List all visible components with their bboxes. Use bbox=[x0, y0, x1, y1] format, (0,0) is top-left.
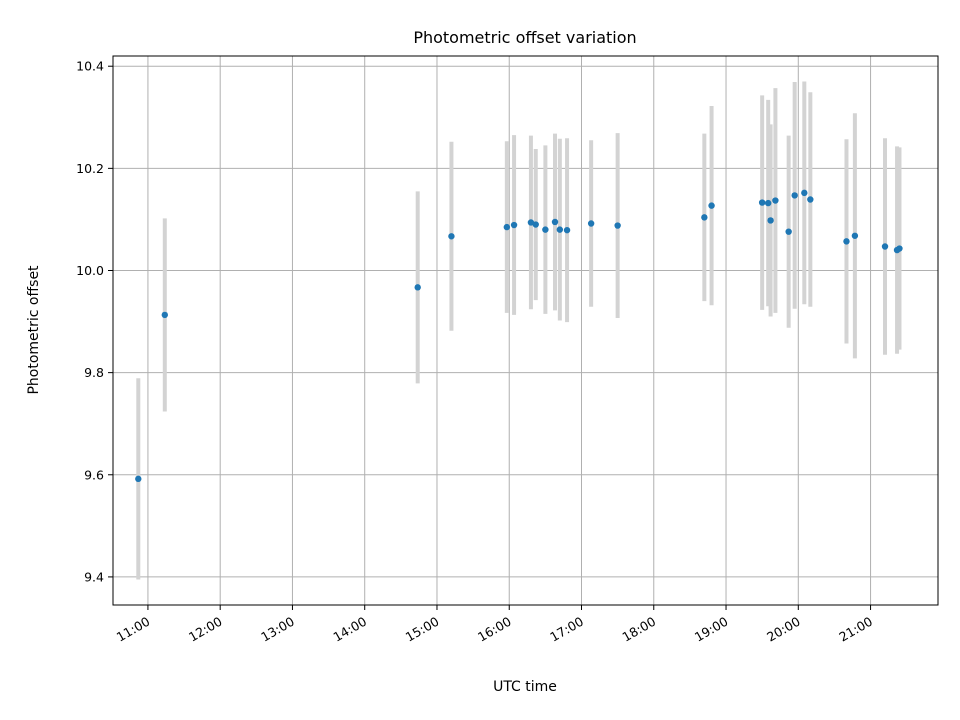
y-axis-label: Photometric offset bbox=[26, 265, 42, 395]
data-point bbox=[135, 475, 142, 483]
data-point bbox=[414, 284, 421, 291]
y-tick-label: 9.6 bbox=[84, 467, 104, 482]
data-point bbox=[532, 221, 539, 228]
data-point bbox=[708, 202, 715, 209]
data-point bbox=[843, 238, 850, 245]
data-point bbox=[551, 218, 559, 226]
data-point bbox=[881, 243, 889, 250]
data-point bbox=[542, 226, 549, 233]
data-point bbox=[767, 217, 774, 224]
plot-frame bbox=[112, 55, 939, 606]
x-axis-label: UTC time bbox=[493, 679, 557, 695]
data-point bbox=[614, 222, 621, 229]
data-point bbox=[503, 223, 511, 231]
chart-title: Photometric offset variation bbox=[413, 28, 636, 47]
data-point bbox=[510, 221, 518, 229]
data-point bbox=[896, 245, 903, 252]
data-point bbox=[791, 192, 798, 199]
data-point bbox=[563, 226, 571, 234]
data-point bbox=[587, 220, 595, 227]
data-point bbox=[448, 233, 455, 240]
data-points bbox=[135, 189, 903, 483]
data-point bbox=[527, 219, 535, 226]
data-point bbox=[801, 189, 808, 197]
data-point bbox=[701, 214, 708, 221]
y-tick-label: 10.2 bbox=[76, 161, 104, 176]
grid bbox=[113, 56, 938, 605]
data-point bbox=[758, 199, 766, 206]
data-point bbox=[161, 311, 168, 319]
y-axis-ticks: 9.4 9.6 9.8 10.0 10.2 10.4 bbox=[76, 59, 113, 584]
data-point bbox=[772, 197, 779, 204]
y-tick-label: 10.4 bbox=[76, 59, 104, 74]
data-point bbox=[556, 226, 564, 233]
data-point bbox=[764, 199, 772, 207]
y-tick-label: 10.0 bbox=[76, 263, 104, 278]
data-point bbox=[807, 196, 814, 203]
data-point bbox=[851, 232, 859, 239]
data-point bbox=[785, 228, 792, 235]
y-tick-label: 9.8 bbox=[84, 365, 104, 380]
y-tick-label: 9.4 bbox=[84, 569, 104, 584]
